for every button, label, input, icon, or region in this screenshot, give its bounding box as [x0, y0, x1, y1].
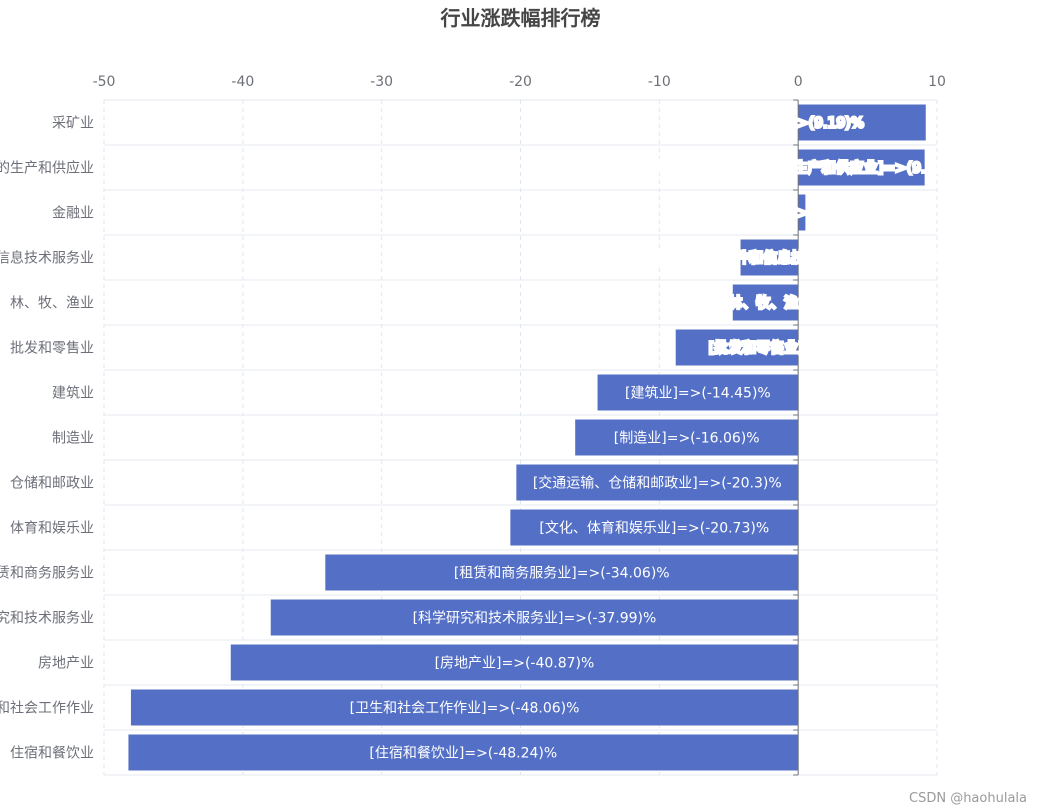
bar-data-label: [住宿和餐饮业]=>(-48.24)%: [369, 745, 557, 762]
y-category-label: 林、牧、渔业: [10, 296, 94, 312]
watermark: CSDN @haohulala: [909, 791, 1027, 806]
bar: [798, 149, 925, 186]
y-category-label: 生和社会工作作业: [0, 701, 94, 717]
bar: [510, 509, 799, 546]
x-tick-label: -40: [231, 74, 254, 90]
y-category-label: 信息技术服务业: [0, 250, 94, 267]
bar: [740, 239, 799, 276]
bar-data-label: [电力、热力、燃气及水的生产和供应业]=>(9.11)%: [634, 160, 962, 177]
bar: [128, 734, 799, 771]
bars: [128, 104, 926, 771]
chart-title: 行业涨跌幅排行榜: [440, 6, 601, 30]
data-labels: [采矿业]=>(9.19)% [电力、热力、燃气及水的生产和供应业]=>(9.11…: [350, 114, 964, 762]
bar-data-label: [房地产业]=>(-40.87)%: [435, 656, 595, 672]
y-axis-labels: 采矿业的生产和供应业金融业信息技术服务业林、牧、渔业批发和零售业建筑业制造业仓储…: [0, 116, 94, 762]
y-category-label: 采矿业: [52, 116, 94, 132]
bar-data-label: [租赁和商务服务业]=>(-34.06)%: [454, 566, 670, 582]
y-category-label: 建筑业: [52, 386, 94, 402]
y-category-label: 仓储和邮政业: [10, 476, 94, 492]
bar-data-label: [科学研究和技术服务业]=>(-37.99)%: [413, 611, 657, 627]
x-tick-label: -30: [370, 74, 393, 90]
x-tick-label: -50: [93, 74, 116, 90]
bar: [516, 464, 799, 501]
bar-data-label: [农、林、牧、渔业]=>(-4.71)%: [695, 296, 902, 312]
x-tick-label: 10: [928, 74, 946, 90]
bar-data-label: [制造业]=>(-16.06)%: [614, 431, 760, 447]
bar-data-label: [批发和零售业]=>(-8.82)%: [709, 341, 888, 357]
y-category-label: 住宿和餐饮业: [10, 745, 94, 762]
bar: [798, 194, 806, 231]
bar: [270, 599, 799, 636]
y-category-label: 的生产和供应业: [0, 160, 94, 177]
y-category-label: 房地产业: [38, 656, 94, 672]
bar: [732, 284, 799, 321]
y-category-label: 赁和商务服务业: [0, 566, 94, 582]
bar: [230, 644, 799, 681]
bar-data-label: [交通运输、仓储和邮政业]=>(-20.3)%: [533, 475, 782, 492]
bar: [597, 374, 799, 411]
bar: [130, 689, 799, 726]
y-category-label: 制造业: [52, 431, 94, 447]
bar-data-label: [文化、体育和娱乐业]=>(-20.73)%: [539, 521, 769, 537]
bar-data-label: [金融业]=>(0.52)%: [732, 206, 864, 222]
bar: [325, 554, 799, 591]
x-axis-ticks: -50 -40 -30 -20 -10 0 10: [93, 74, 946, 90]
y-category-label: 究和技术服务业: [0, 611, 94, 627]
y-category-label: 体育和娱乐业: [10, 521, 94, 537]
bar-data-label: [卫生和社会工作作业]=>(-48.06)%: [350, 701, 580, 717]
x-tick-label: 0: [794, 74, 803, 90]
bar-data-label: [采矿业]=>(9.19)%: [732, 116, 864, 132]
x-tick-label: -10: [648, 74, 671, 90]
bar: [675, 329, 799, 366]
y-category-label: 批发和零售业: [10, 341, 94, 357]
bar: [575, 419, 799, 456]
bar-data-label: [建筑业]=>(-14.45)%: [625, 386, 771, 402]
x-tick-label: -20: [509, 74, 532, 90]
bar-data-label: [信息传输、软件和信息技术服务业]=>(-4.15)%: [646, 250, 951, 267]
zero-axis: [793, 99, 799, 776]
bar: [798, 104, 926, 141]
y-category-label: 金融业: [52, 206, 94, 222]
